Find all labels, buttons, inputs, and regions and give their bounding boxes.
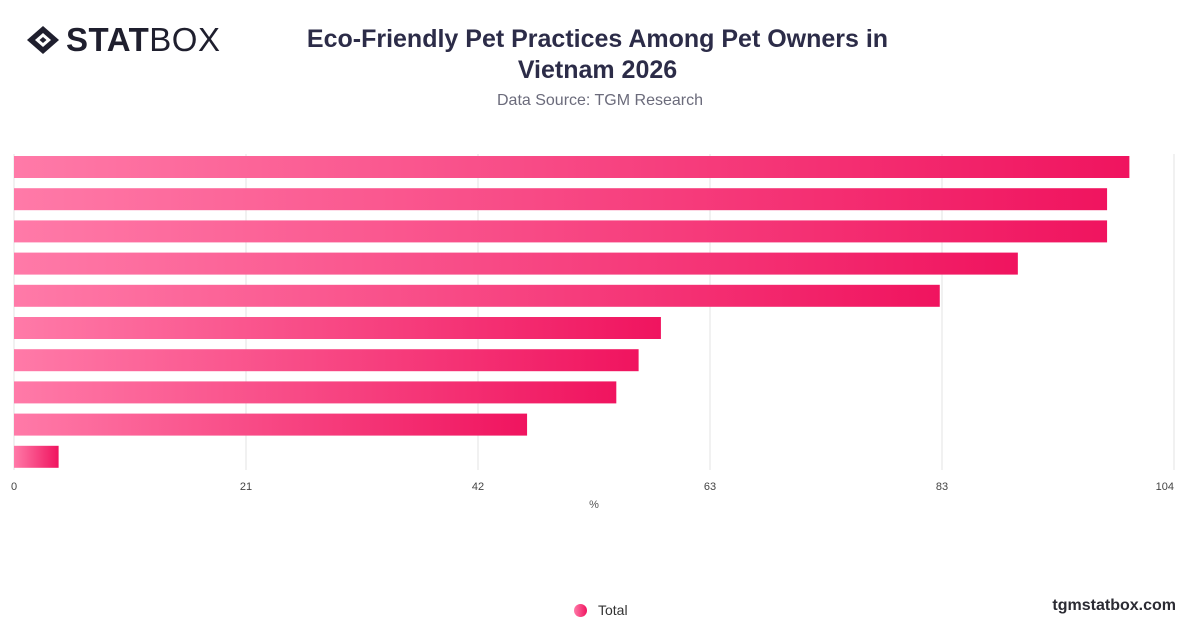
- bar[interactable]: [14, 252, 1018, 275]
- statbox-logo: STATBOX: [26, 22, 220, 58]
- chart-title: Eco-Friendly Pet Practices Among Pet Own…: [306, 25, 889, 84]
- legend-marker-icon: [574, 603, 587, 617]
- logo-light-text: BOX: [149, 21, 221, 58]
- x-tick-label: 21: [240, 481, 252, 493]
- x-tick-label: 63: [704, 481, 716, 493]
- x-tick-label: 83: [936, 481, 948, 493]
- site-url: tgmstatbox.com: [1052, 597, 1176, 614]
- bar-chart: 0 21 42 63 83 104 %: [11, 154, 1175, 511]
- x-axis-ticks: 0 21 42 63 83 104: [11, 481, 1174, 493]
- bar[interactable]: [14, 381, 617, 404]
- x-tick-label: 0: [11, 481, 17, 493]
- x-tick-label: 42: [472, 481, 484, 493]
- chart-subtitle: Data Source: TGM Research: [496, 92, 703, 109]
- legend[interactable]: Total: [574, 602, 628, 618]
- bar[interactable]: [14, 445, 59, 468]
- bar[interactable]: [14, 220, 1108, 243]
- bar[interactable]: [14, 349, 639, 372]
- bars: [14, 156, 1130, 468]
- bar[interactable]: [14, 284, 940, 307]
- legend-label: Total: [598, 602, 628, 618]
- logo-wordmark: STATBOX: [66, 22, 220, 58]
- x-tick-label: 104: [1156, 481, 1174, 493]
- x-axis-label: %: [589, 499, 599, 511]
- bar[interactable]: [14, 188, 1108, 211]
- bar[interactable]: [14, 317, 661, 339]
- bar[interactable]: [14, 413, 528, 436]
- logo-bold-text: STAT: [66, 21, 150, 58]
- diamond-logo-icon: [27, 26, 59, 54]
- bar[interactable]: [14, 156, 1130, 178]
